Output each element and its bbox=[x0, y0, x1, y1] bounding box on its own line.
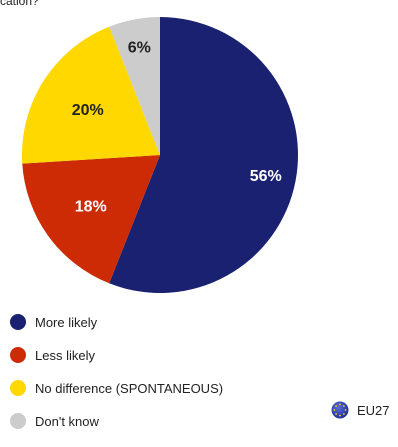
pie-slice-more-likely bbox=[109, 17, 298, 293]
legend-swatch-more-likely bbox=[10, 314, 26, 330]
data-label-no-difference-spontaneous: 20% bbox=[72, 102, 104, 119]
legend-item-dont-know: Don't know bbox=[10, 413, 223, 429]
data-label-more-likely: 56% bbox=[250, 168, 282, 185]
pie-slice-no-difference-spontaneous bbox=[22, 26, 160, 164]
legend: More likely Less likely No difference (S… bbox=[10, 314, 224, 447]
pie-chart: 56% 18% 20% 6% bbox=[22, 17, 298, 293]
legend-label: No difference (SPONTANEOUS) bbox=[35, 380, 224, 396]
pie-slice-less-likely bbox=[22, 155, 161, 284]
eu-flag-icon bbox=[331, 401, 349, 419]
legend-label: Less likely bbox=[35, 347, 95, 363]
legend-item-less-likely: Less likely bbox=[10, 347, 223, 363]
legend-swatch-dont-know bbox=[10, 413, 26, 429]
legend-swatch-less-likely bbox=[10, 347, 26, 363]
legend-label: Don't know bbox=[35, 413, 99, 429]
data-label-don-t-know: 6% bbox=[128, 40, 151, 57]
legend-item-more-likely: More likely bbox=[10, 314, 223, 330]
data-label-less-likely: 18% bbox=[75, 198, 107, 215]
legend-swatch-no-difference bbox=[10, 380, 26, 396]
legend-label: More likely bbox=[35, 314, 98, 330]
chart-title-fragment: cation? bbox=[0, 0, 39, 8]
eu27-label: EU27 bbox=[357, 402, 390, 418]
pie-slice-don-t-know bbox=[109, 17, 160, 155]
eu27-legend: EU27 bbox=[331, 401, 390, 419]
legend-item-no-difference: No difference (SPONTANEOUS) bbox=[10, 380, 224, 396]
